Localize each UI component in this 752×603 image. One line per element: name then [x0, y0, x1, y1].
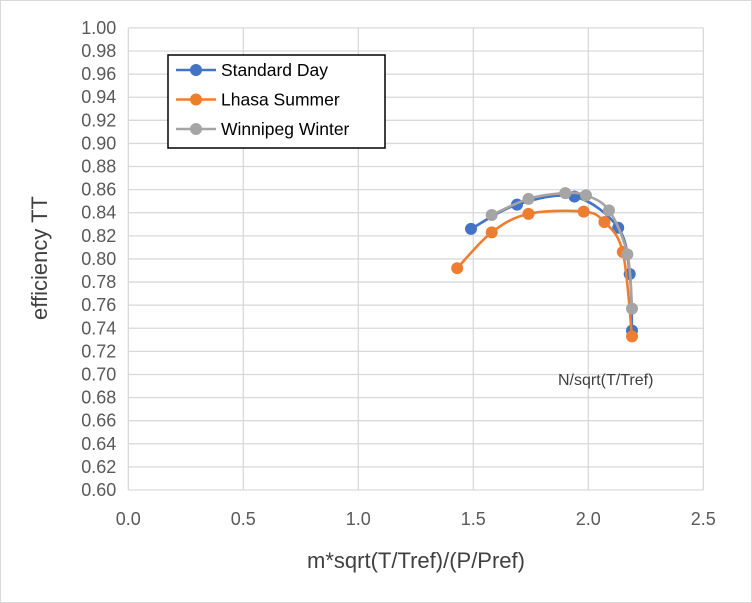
- legend-marker: [190, 123, 202, 135]
- data-point: [451, 262, 464, 275]
- y-tick-label: 0.82: [81, 226, 116, 246]
- y-tick-label: 0.76: [81, 295, 116, 315]
- y-tick-label: 0.60: [81, 480, 116, 500]
- x-tick-label: 0.0: [116, 509, 141, 529]
- y-tick-label: 0.86: [81, 180, 116, 200]
- data-point: [598, 215, 611, 228]
- legend: Standard Day Lhasa Summer Winnipeg Winter: [167, 54, 386, 149]
- y-tick-label: 0.84: [81, 203, 116, 223]
- x-tick-label: 0.5: [231, 509, 256, 529]
- y-tick-label: 0.68: [81, 388, 116, 408]
- y-tick-label: 0.80: [81, 249, 116, 269]
- x-tick-label: 2.0: [576, 509, 601, 529]
- y-tick-label: 0.98: [81, 41, 116, 61]
- x-tick-label: 2.5: [691, 509, 716, 529]
- y-tick-label: 0.62: [81, 457, 116, 477]
- y-tick-label: 0.72: [81, 341, 116, 361]
- y-tick-label: 0.96: [81, 64, 116, 84]
- series-line-1: [456, 209, 634, 337]
- data-point: [577, 205, 590, 218]
- x-tick-label: 1.0: [346, 509, 371, 529]
- y-tick-label: 0.66: [81, 411, 116, 431]
- y-tick-label: 0.70: [81, 364, 116, 384]
- y-tick-label: 0.64: [81, 434, 116, 454]
- data-point: [580, 189, 592, 202]
- x-axis-title: m*sqrt(T/Tref)/(P/Pref): [307, 548, 525, 573]
- y-tick-label: 0.74: [81, 318, 116, 338]
- y-tick-label: 0.78: [81, 272, 116, 292]
- data-point: [621, 248, 634, 261]
- y-axis-title: efficiency TT: [27, 196, 52, 320]
- data-point: [522, 192, 535, 205]
- data-point: [626, 330, 638, 343]
- legend-label: Winnipeg Winter: [221, 119, 350, 139]
- legend-label: Standard Day: [221, 60, 328, 80]
- y-tick-label: 0.88: [81, 157, 116, 177]
- data-point: [485, 209, 498, 222]
- x-tick-label: 1.5: [461, 509, 486, 529]
- data-point: [522, 207, 535, 220]
- data-point: [603, 204, 615, 217]
- y-tick-label: 0.90: [81, 133, 116, 153]
- data-point: [485, 226, 498, 239]
- y-tick-label: 0.94: [81, 87, 116, 107]
- data-point: [626, 302, 638, 315]
- y-tick-label: 0.92: [81, 110, 116, 130]
- legend-marker: [190, 64, 202, 76]
- y-tick-label: 1.00: [81, 18, 116, 38]
- data-point: [465, 222, 477, 235]
- data-point: [559, 187, 572, 200]
- legend-marker: [190, 93, 202, 106]
- legend-label: Lhasa Summer: [221, 90, 340, 110]
- annotation: N/sqrt(T/Tref): [558, 372, 653, 389]
